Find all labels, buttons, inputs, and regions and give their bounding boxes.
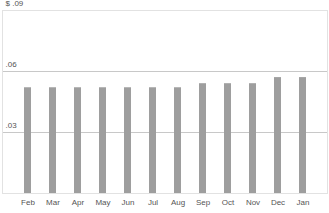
svg-text:Apr: Apr — [72, 198, 85, 207]
svg-text:Nov: Nov — [246, 198, 260, 207]
svg-text:Sep: Sep — [196, 198, 211, 207]
svg-text:Oct: Oct — [222, 198, 235, 207]
svg-text:Jul: Jul — [148, 198, 158, 207]
svg-text:Jan: Jan — [297, 198, 310, 207]
svg-text:.03: .03 — [6, 121, 18, 130]
svg-text:May: May — [95, 198, 110, 207]
svg-text:Jun: Jun — [122, 198, 135, 207]
svg-text:$ .09: $ .09 — [6, 0, 24, 8]
svg-text:Mar: Mar — [46, 198, 60, 207]
svg-text:Dec: Dec — [271, 198, 285, 207]
svg-text:Aug: Aug — [171, 198, 185, 207]
svg-text:Feb: Feb — [21, 198, 35, 207]
svg-text:.06: .06 — [6, 60, 18, 69]
